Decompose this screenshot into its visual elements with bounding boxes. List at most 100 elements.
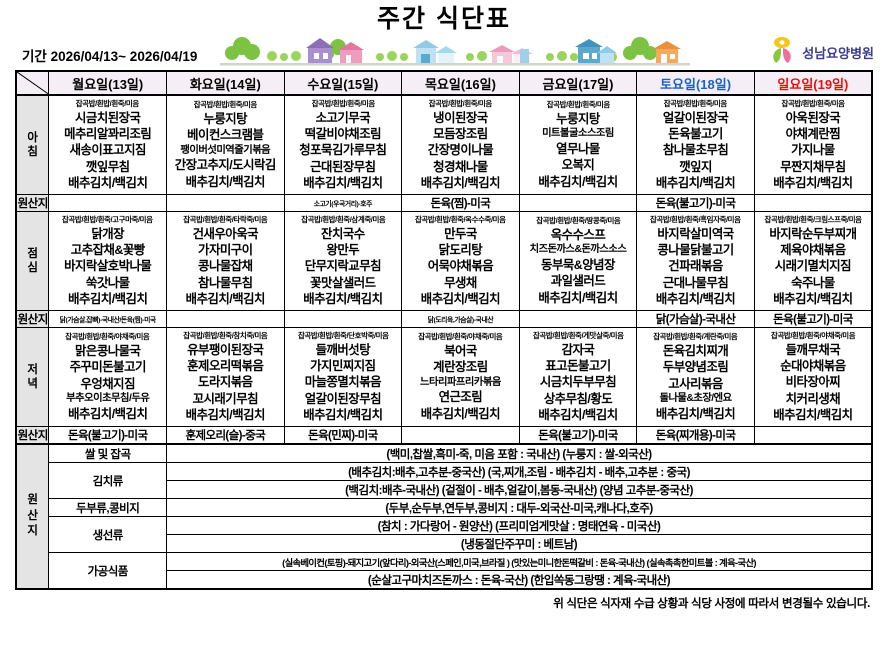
- meal-cell-dinner-mon: 잡곡밥/흰밥/흰죽/야채죽/미음 맑은콩나물국 주꾸미돈불고기 우엉채지짐 부추…: [48, 327, 168, 427]
- dish: 비타장아찌: [785, 375, 841, 390]
- rice-options: 잡곡밥/흰밥/흰죽/야채죽/미음: [770, 330, 856, 340]
- rice-options: 잡곡밥/흰밥/흰죽/삼계죽/미음: [300, 214, 386, 224]
- rice-options: 잡곡밥/흰밥/흰죽/미음: [311, 98, 375, 108]
- meal-label-line-1: 아: [27, 131, 39, 144]
- dish: 깻잎무침: [85, 159, 130, 174]
- dish: 가자미구이: [198, 242, 253, 257]
- dish: 배추김치/백김치: [68, 406, 148, 421]
- dish: 배추김치/백김치: [303, 292, 383, 307]
- dish: 우엉채지짐: [80, 376, 135, 391]
- dish: 배추김치/백김치: [68, 292, 148, 307]
- dish: 들깨버섯탕: [315, 342, 371, 357]
- dish: 아욱된장국: [785, 110, 841, 125]
- dish: 오복지: [561, 158, 595, 173]
- meal-cell-dinner-sun: 잡곡밥/흰밥/흰죽/야채죽/미음 들깨무채국 순대야채볶음 비타장아찌 치커리생…: [753, 327, 873, 427]
- dish: 배추김치/백김치: [538, 408, 618, 423]
- meal-cell-lunch-tue: 잡곡밥/흰밥/흰죽/타락죽/미음 건새우아욱국 가자미구이 콩나물잡채 참나물무…: [166, 211, 285, 311]
- dish: 메추리알꽈리조림: [64, 126, 152, 141]
- meal-label-dinner: 저 녁: [15, 327, 50, 427]
- dish: 배추김치/백김치: [773, 176, 853, 191]
- dish: 유부팽이된장국: [187, 342, 264, 357]
- rice-options: 잡곡밥/흰밥/흰죽/크림스프죽/미음: [764, 214, 862, 224]
- dish: 도라지볶음: [198, 375, 253, 390]
- origin-cell-tue: [166, 194, 285, 212]
- menu-body: 아 침 잡곡밥/흰밥/흰죽/미음 시금치된장국 메추리알꽈리조림 새송이표고지짐…: [15, 94, 873, 590]
- dish: 치커리생채: [785, 391, 841, 406]
- rice-options: 잡곡밥/흰밥/흰죽/게맛살죽/미음: [532, 330, 624, 340]
- dish: 표고돈불고기: [545, 358, 611, 373]
- rice-options: 잡곡밥/흰밥/흰죽/옥수수죽/미음: [415, 214, 506, 224]
- rice-options: 잡곡밥/흰밥/흰죽/고구마죽/미음: [62, 214, 154, 224]
- dish: 새송이표고지짐: [69, 143, 147, 158]
- meal-cell-dinner-sat: 잡곡밥/흰밥/흰죽/계란죽/미음 돈육김치찌개 두부양념조림 고사리볶음 돌나물…: [636, 327, 755, 427]
- origin-row-breakfast: 원산지 소고기(우국거리)-호주 돈육(찜)-미국 돈육(불고기)-미국: [15, 194, 873, 212]
- dish: 들깨무채국: [785, 342, 841, 357]
- rice-options: 잡곡밥/흰밥/흰죽/땅콩죽/미음: [535, 216, 621, 225]
- dish: 시금치된장국: [75, 110, 141, 125]
- meal-cell-lunch-mon: 잡곡밥/흰밥/흰죽/고구마죽/미음 닭개장 고추잡채&꽃빵 바지락살호박나물 쑥…: [48, 211, 168, 311]
- meal-label-line-2: 심: [27, 262, 39, 274]
- origin-text-processed-2: (순살고구마치즈돈까스 : 돈육-국산) (한입쏙동그랑땡 : 계육-국내산): [166, 570, 873, 590]
- day-header-tue: 화요일(14일): [166, 70, 285, 96]
- meal-cell-breakfast-tue: 잡곡밥/흰밥/흰죽/미음 누룽지탕 베이컨스크램블 팽이버섯미역줄기볶음 간장고…: [166, 94, 285, 195]
- dish: 간장명이나물: [427, 143, 494, 158]
- dish: 가지민찌지짐: [310, 358, 376, 373]
- meal-row-breakfast: 아 침 잡곡밥/흰밥/흰죽/미음 시금치된장국 메추리알꽈리조림 새송이표고지짐…: [15, 94, 873, 195]
- origin-text-tofu-1: (두부,순두부,연두부,콩비지 : 대두-외국산-미국,캐나다,호주): [166, 498, 873, 517]
- meal-cell-lunch-fri: 잡곡밥/흰밥/흰죽/땅콩죽/미음 옥수수스프 치즈돈까스&돈까스소스 동부묵&양…: [518, 211, 638, 311]
- dish: 배추김치/백김치: [655, 292, 736, 307]
- dish: 치즈돈까스&돈까스소스: [529, 244, 627, 256]
- dish: 배추김치/백김치: [185, 408, 266, 423]
- day-header-sat: 토요일(18일): [636, 70, 755, 96]
- dish: 두부양념조림: [662, 360, 729, 375]
- meal-label-line-1: 점: [27, 247, 39, 260]
- village-decoration-icon: [220, 30, 690, 68]
- dish: 근대나물무침: [662, 275, 729, 290]
- meal-label-lunch: 점 심: [15, 211, 50, 311]
- origin-category-kimchi: 김치류: [48, 462, 168, 499]
- dish: 바지락살호박나물: [64, 259, 152, 274]
- origin-block-row-kimchi-1: 김치류 (배추김치:배추,고추분-중국산) (국,찌개,조림 - 배추김치 - …: [16, 462, 873, 499]
- period-label: 기간: [22, 49, 47, 64]
- meal-cell-dinner-wed: 잡곡밥/흰밥/흰죽/단호박죽/미음 들깨버섯탕 가지민찌지짐 마늘쫑멸치볶음 얼…: [283, 327, 403, 427]
- dish: 돈육김치찌개: [662, 343, 729, 358]
- rice-options: 잡곡밥/흰밥/흰죽/야채죽/미음: [418, 332, 503, 341]
- day-header-wed: 수요일(15일): [283, 70, 403, 96]
- dish: 누룽지탕: [203, 111, 248, 126]
- dish: 바지락순두부찌개: [769, 226, 857, 241]
- dish: 참나물무침: [198, 275, 253, 290]
- footnote: 위 식단은 식자재 수급 상황과 식당 사정에 따라서 변경될수 있습니다.: [553, 598, 870, 610]
- hospital-logo-icon: [769, 36, 795, 69]
- origin-cell-fri: [518, 310, 638, 328]
- dish: 근대된장무침: [310, 159, 376, 174]
- hospital-name: 성남요양병원: [802, 46, 874, 61]
- dish: 야채계란찜: [785, 126, 841, 141]
- dish: 닭개장: [91, 226, 125, 241]
- rice-options: 잡곡밥/흰밥/흰죽/계란죽/미음: [653, 332, 738, 341]
- period-range: 기간 2026/04/13~ 2026/04/19: [22, 45, 197, 65]
- origin-cell-wed: [283, 310, 403, 328]
- origin-row-lunch: 원산지 닭(가슴살,잡뼈)-국내산/돈육(찜)-미국 닭(도리육,가슴살)-국내…: [15, 310, 873, 328]
- page-header: 주간 식단표 기간 2026/04/13~ 2026/04/19: [0, 0, 888, 70]
- dish: 팽이버섯미역줄기볶음: [180, 144, 271, 156]
- meal-cell-lunch-wed: 잡곡밥/흰밥/흰죽/삼계죽/미음 잔치국수 왕만두 단무지락교무침 꽃맛살샐러드…: [283, 211, 403, 311]
- dish: 참나물초무침: [662, 143, 729, 158]
- dish: 배추김치/백김치: [303, 408, 383, 423]
- origin-row-label: 원산지: [15, 310, 50, 328]
- origin-category-processed: 가공식품: [48, 552, 168, 590]
- origin-category-fish: 생선류: [48, 516, 168, 553]
- dish: 부추오이초무침/두유: [66, 393, 150, 405]
- dish: 돌나물&초장/엔요: [659, 393, 732, 405]
- origin-row-label: 원산지: [15, 194, 50, 212]
- dish: 마늘쫑멸치볶음: [304, 375, 382, 390]
- origin-text-processed-1: (실속베이컨(토핑)-돼지고기(앞다리)-외국산(스페인,미국,브라질 ) (맛…: [166, 552, 873, 571]
- origin-block-row-processed-2: (순살고구마치즈돈까스 : 돈육-국산) (한입쏙동그랑땡 : 계육-국내산): [16, 570, 873, 590]
- day-header-mon: 월요일(13일): [48, 70, 168, 96]
- rice-options: 잡곡밥/흰밥/흰죽/미음: [781, 98, 845, 108]
- dish: 냉이된장국: [433, 110, 488, 125]
- dish: 무생채: [444, 275, 477, 290]
- meal-cell-dinner-tue: 잡곡밥/흰밥/흰죽/참치죽/미음 유부팽이된장국 훈제오리떡볶음 도라지볶음 꼬…: [166, 327, 285, 427]
- dish: 간장고추지/도시락김: [174, 158, 277, 173]
- dish: 건새우아욱국: [192, 226, 259, 241]
- dish: 맑은콩나물국: [75, 343, 141, 358]
